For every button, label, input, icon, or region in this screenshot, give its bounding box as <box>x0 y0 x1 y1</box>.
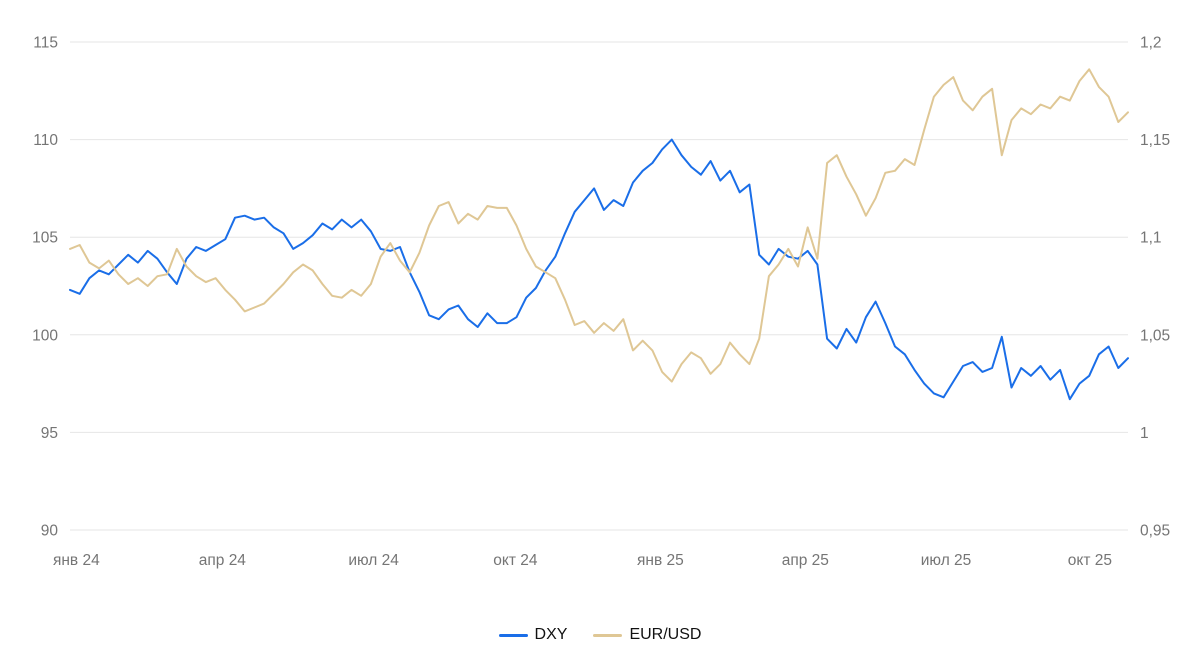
x-axis-tick-label: окт 25 <box>1068 552 1112 569</box>
right-axis-tick-label: 1,1 <box>1140 230 1162 247</box>
right-axis-tick-label: 0,95 <box>1140 523 1170 540</box>
x-axis-tick-label: янв 25 <box>637 552 684 569</box>
x-axis-tick-label: окт 24 <box>493 552 538 569</box>
legend-label-dxy: DXY <box>534 626 568 643</box>
left-axis-tick-label: 100 <box>32 327 58 344</box>
x-axis-tick-label: апр 25 <box>782 552 829 569</box>
x-axis-tick-label: янв 24 <box>53 552 100 569</box>
eurusd-line-swatch <box>593 633 623 637</box>
left-axis-tick-label: 95 <box>41 425 58 442</box>
left-axis-tick-label: 105 <box>32 230 58 247</box>
legend-item-dxy[interactable]: DXY <box>498 626 568 643</box>
right-axis-tick-label: 1 <box>1140 425 1149 442</box>
x-axis-tick-label: апр 24 <box>199 552 247 569</box>
right-axis-tick-label: 1,15 <box>1140 132 1170 149</box>
right-axis-tick-label: 1,05 <box>1140 327 1170 344</box>
dxy-line-swatch <box>498 633 528 637</box>
legend-item-eurusd[interactable]: EUR/USD <box>593 627 701 643</box>
left-axis-tick-label: 110 <box>33 132 58 149</box>
eurusd-line[interactable] <box>69 68 1129 383</box>
dxy-line[interactable] <box>69 138 1129 401</box>
legend: DXY EUR/USD <box>0 627 1200 643</box>
legend-label-eurusd: EUR/USD <box>629 626 702 643</box>
left-axis-tick-label: 115 <box>33 35 58 52</box>
left-axis-tick-label: 90 <box>41 523 59 540</box>
x-axis-tick-label: июл 24 <box>348 552 399 569</box>
x-axis-tick-label: июл 25 <box>921 552 972 569</box>
right-axis-tick-label: 1,2 <box>1140 35 1162 52</box>
